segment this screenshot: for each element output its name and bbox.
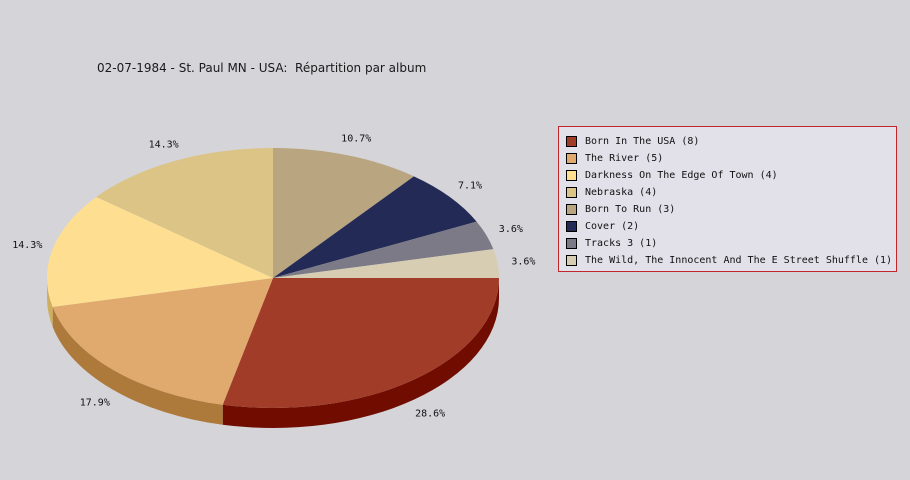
pie-slice-side [222,278,499,428]
legend-item: Darkness On The Edge Of Town (4) [566,168,778,182]
pie-slice [273,249,499,278]
legend-swatch [566,254,577,266]
legend-swatch [566,203,577,215]
pie-percent-label: 28.6% [415,409,445,420]
legend-swatch [566,237,577,249]
pie-slice [273,148,414,278]
legend-item: Born To Run (3) [566,202,675,216]
pie-slice [46,196,273,307]
pie-percent-label: 14.3% [149,140,179,151]
legend-label: The River (5) [585,152,664,164]
pie-slice-side [52,306,223,425]
pie-percent-label: 3.6% [499,224,523,235]
pie-percent-label: 10.7% [341,133,371,144]
legend-swatch [566,186,577,198]
legend-item: The River (5) [566,151,663,165]
legend-item: Tracks 3 (1) [566,236,657,250]
legend-swatch [566,152,577,164]
pie-percent-label: 3.6% [511,256,535,267]
pie-slice [273,221,494,278]
legend-swatch [566,220,577,232]
pie-slice [96,148,273,278]
chart-title: 02-07-1984 - St. Paul MN - USA: Répartit… [97,61,427,75]
legend-label: Nebraska (4) [585,186,658,198]
legend-item: Nebraska (4) [566,185,657,199]
legend-swatch [566,135,577,147]
legend-label: Tracks 3 (1) [585,237,658,249]
pie-slice [273,176,477,278]
legend-label: Darkness On The Edge Of Town (4) [585,169,778,181]
pie-slice [222,278,499,408]
pie-percent-label: 14.3% [12,240,42,251]
pie-percent-label: 7.1% [458,181,482,192]
legend-label: Born In The USA (8) [585,135,700,147]
pie-slice-side [47,278,53,327]
legend-label: Cover (2) [585,220,640,232]
pie-slice [52,278,273,405]
legend-label: The Wild, The Innocent And The E Street … [585,254,893,266]
legend-swatch [566,169,577,181]
legend-item: The Wild, The Innocent And The E Street … [566,253,892,267]
legend-item: Born In The USA (8) [566,134,699,148]
pie-percent-label: 17.9% [80,398,110,409]
legend-item: Cover (2) [566,219,639,233]
chart-legend: Born In The USA (8) The River (5) Darkne… [558,126,897,272]
legend-label: Born To Run (3) [585,203,676,215]
